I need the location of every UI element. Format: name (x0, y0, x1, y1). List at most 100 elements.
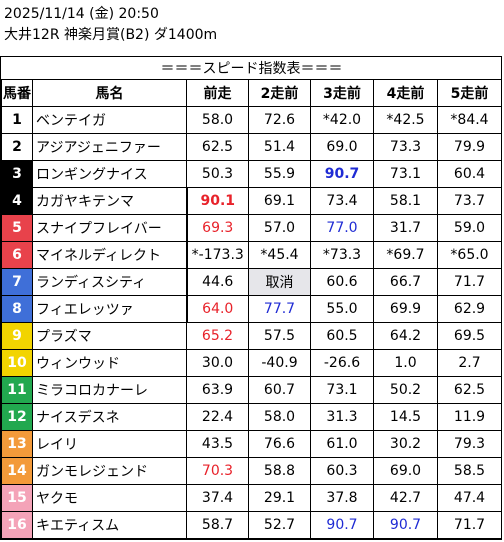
speed-index-cell: 52.7 (248, 511, 311, 539)
horse-number: 7 (1, 268, 33, 296)
table-row: 8 フィエレッツァ 64.0 77.7 55.0 69.9 62.9 (1, 295, 502, 323)
table-row: 11 ミラコロカナーレ 63.9 60.7 73.1 50.2 62.5 (1, 376, 502, 404)
speed-index-cell: *42.5 (373, 106, 438, 134)
speed-index-cell: *45.4 (248, 241, 311, 269)
speed-index-cell: 58.0 (186, 106, 249, 134)
horse-name: ガンモレジェンド (32, 457, 187, 485)
speed-index-cell: 77.7 (248, 295, 311, 323)
speed-index-cell: 57.5 (248, 322, 311, 350)
speed-index-cell: 57.0 (248, 214, 311, 242)
horse-number: 4 (1, 187, 33, 215)
speed-index-cell: 76.6 (248, 430, 311, 458)
table-row: 15 ヤクモ 37.4 29.1 37.8 42.7 47.4 (1, 484, 502, 512)
speed-index-cell: 69.1 (248, 187, 311, 215)
horse-name: フィエレッツァ (32, 295, 188, 323)
speed-index-cell: 11.9 (437, 403, 502, 431)
speed-index-cell: 50.3 (186, 160, 249, 188)
horse-name: ベンテイガ (32, 106, 187, 134)
speed-index-cell: 73.7 (437, 187, 502, 215)
speed-index-cell: 14.5 (373, 403, 438, 431)
speed-index-cell: 65.2 (186, 322, 249, 350)
column-header: 3走前 (310, 79, 374, 107)
horse-number: 10 (1, 349, 33, 377)
speed-index-cell: 59.0 (437, 214, 502, 242)
speed-index-cell: 64.2 (373, 322, 438, 350)
table-header-row: 馬番 馬名 前走 2走前 3走前 4走前 5走前 (1, 79, 502, 107)
speed-index-cell: 31.3 (310, 403, 374, 431)
speed-index-cell: 69.0 (310, 133, 374, 161)
speed-index-cell: 58.8 (248, 457, 311, 485)
speed-index-table: ＝＝＝スピード指数表＝＝＝ 馬番 馬名 前走 2走前 3走前 4走前 5走前 1 ベンテイガ 58.… (1, 57, 502, 539)
speed-index-cell: 90.7 (310, 511, 374, 539)
horse-name: ナイスデスネ (32, 403, 187, 431)
horse-number: 13 (1, 430, 33, 458)
speed-index-cell: 64.0 (186, 295, 249, 323)
speed-index-cell: *84.4 (437, 106, 502, 134)
speed-index-cell: 58.0 (248, 403, 311, 431)
horse-name: レイリ (32, 430, 187, 458)
speed-index-cell: 69.0 (373, 457, 438, 485)
speed-index-cell: 72.6 (248, 106, 311, 134)
speed-index-cell: 69.9 (373, 295, 438, 323)
speed-index-cell: -40.9 (248, 349, 311, 377)
horse-name: スナイプフレイバー (32, 214, 188, 242)
speed-index-cell: 90.1 (186, 187, 249, 215)
speed-index-cell: 37.4 (186, 484, 249, 512)
horse-name: ヤクモ (32, 484, 187, 512)
speed-index-cell: 70.3 (186, 457, 249, 485)
horse-name: ランディスシティ (32, 268, 188, 296)
table-row: 10 ウィンウッド 30.0 -40.9 -26.6 1.0 2.7 (1, 349, 502, 377)
race-datetime: 2025/11/14 (金) 20:50 (4, 6, 159, 22)
horse-number: 14 (1, 457, 33, 485)
horse-name: ロンギングナイス (32, 160, 187, 188)
column-header: 5走前 (437, 79, 502, 107)
speed-index-cell: 1.0 (373, 349, 438, 377)
speed-index-cell: 51.4 (248, 133, 311, 161)
speed-index-cell: *69.7 (373, 241, 438, 269)
speed-index-cell: 71.7 (437, 511, 502, 539)
horse-number: 2 (1, 133, 33, 161)
speed-index-cell: 73.3 (373, 133, 438, 161)
speed-index-cell: 79.9 (437, 133, 502, 161)
speed-index-cell: 37.8 (310, 484, 374, 512)
speed-index-cell: 取消 (248, 268, 311, 296)
column-header: 2走前 (248, 79, 311, 107)
speed-index-cell: *73.3 (310, 241, 374, 269)
speed-index-cell: 58.7 (186, 511, 249, 539)
table-row: 7 ランディスシティ 44.6 取消 60.6 66.7 71.7 (1, 268, 502, 296)
horse-name: プラズマ (32, 322, 187, 350)
speed-index-cell: *65.0 (437, 241, 502, 269)
speed-index-cell: 47.4 (437, 484, 502, 512)
speed-index-cell: 2.7 (437, 349, 502, 377)
race-info: 大井12R 神楽月賞(B2) ダ1400m (4, 27, 218, 43)
table-row: 4 カガヤキテンマ 90.1 69.1 73.4 58.1 73.7 (1, 187, 502, 215)
table-row: 14 ガンモレジェンド 70.3 58.8 60.3 69.0 58.5 (1, 457, 502, 485)
speed-index-cell: 77.0 (310, 214, 374, 242)
horse-number: 12 (1, 403, 33, 431)
table-title-row: ＝＝＝スピード指数表＝＝＝ (1, 57, 502, 80)
speed-index-cell: 43.5 (186, 430, 249, 458)
speed-index-cell: 61.0 (310, 430, 374, 458)
speed-index-cell: 90.7 (310, 160, 374, 188)
speed-index-cell: 22.4 (186, 403, 249, 431)
speed-index-cell: 69.3 (186, 214, 249, 242)
speed-index-cell: 60.3 (310, 457, 374, 485)
horse-name: ミラコロカナーレ (32, 376, 187, 404)
horse-name: ウィンウッド (32, 349, 187, 377)
table-row: 6 マイネルディレクト *-173.3 *45.4 *73.3 *69.7 *65.0 (1, 241, 502, 269)
speed-index-cell: 63.9 (186, 376, 249, 404)
speed-index-cell: 58.1 (373, 187, 438, 215)
speed-index-cell: 55.9 (248, 160, 311, 188)
speed-index-cell: 71.7 (437, 268, 502, 296)
horse-number: 16 (1, 511, 33, 539)
speed-index-cell: 50.2 (373, 376, 438, 404)
speed-index-cell: 31.7 (373, 214, 438, 242)
table-row: 16 キエティスム 58.7 52.7 90.7 90.7 71.7 (1, 511, 502, 539)
table-row: 13 レイリ 43.5 76.6 61.0 30.2 79.3 (1, 430, 502, 458)
speed-index-cell: 55.0 (310, 295, 374, 323)
horse-number: 15 (1, 484, 33, 512)
speed-index-cell: *-173.3 (186, 241, 249, 269)
horse-number: 11 (1, 376, 33, 404)
horse-name: カガヤキテンマ (32, 187, 188, 215)
column-header: 前走 (186, 79, 249, 107)
